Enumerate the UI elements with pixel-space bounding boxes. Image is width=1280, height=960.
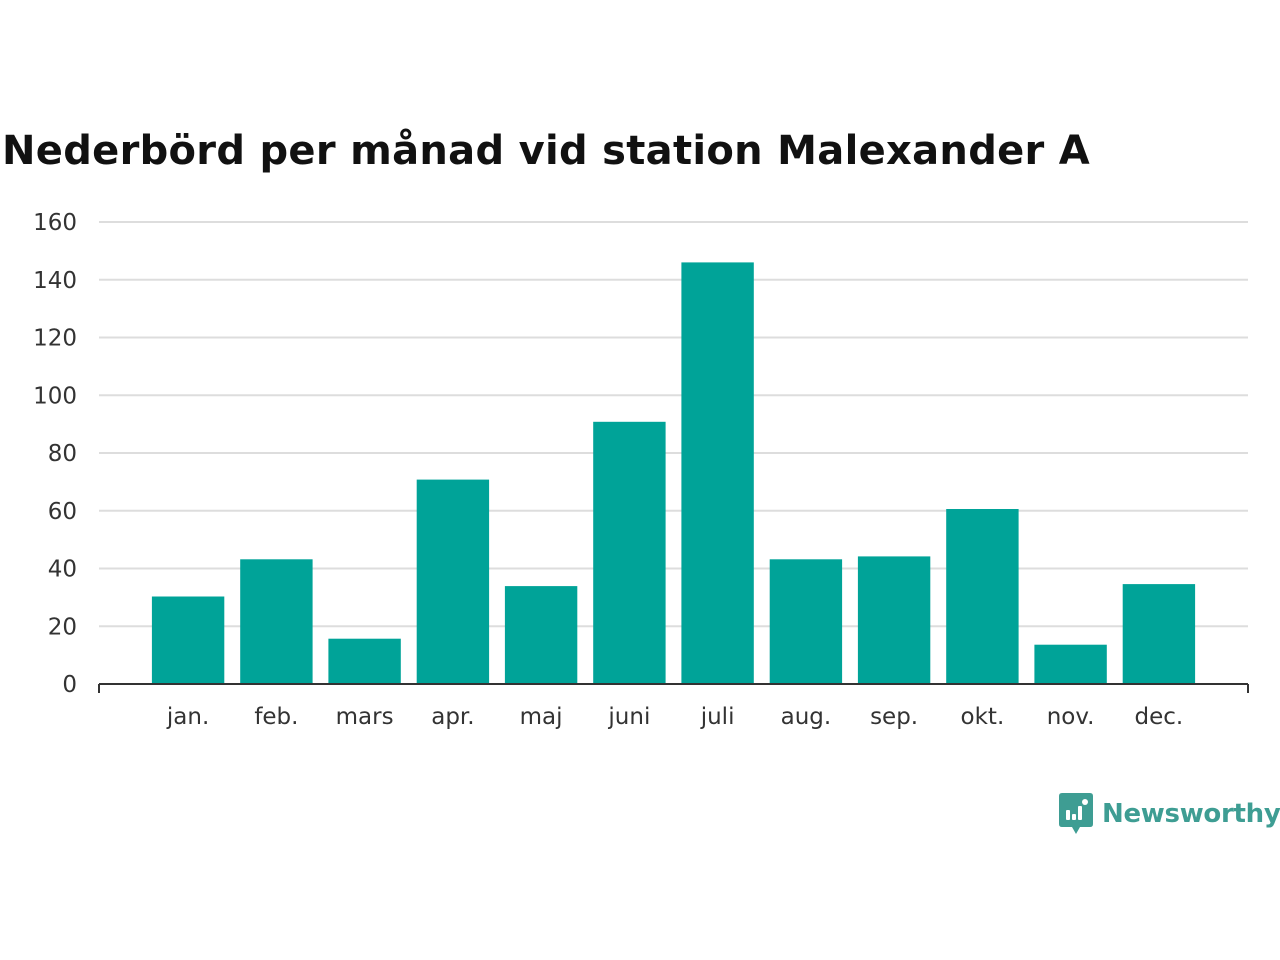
y-tick-label-40: 40 xyxy=(48,557,77,583)
y-tick-label-100: 100 xyxy=(33,383,77,409)
y-tick-label-0: 0 xyxy=(62,672,77,698)
x-tick-label-maj: maj xyxy=(520,704,563,730)
x-axis xyxy=(98,683,1249,693)
x-tick-label-juli: juli xyxy=(700,704,735,730)
x-tick-label-dec: dec. xyxy=(1135,704,1184,730)
bar-feb xyxy=(240,559,313,684)
bar-maj xyxy=(504,586,578,684)
bar-nov xyxy=(1034,644,1107,684)
bar-apr xyxy=(416,479,490,684)
x-tick-label-sep: sep. xyxy=(870,704,918,730)
x-tick-label-okt: okt. xyxy=(961,704,1005,730)
bar-aug xyxy=(769,559,843,684)
y-tick-label-20: 20 xyxy=(48,614,77,640)
y-tick-label-160: 160 xyxy=(33,210,77,236)
brand-name: Newsworthy xyxy=(1102,799,1280,829)
x-tick-label-nov: nov. xyxy=(1047,704,1095,730)
x-tick-label-apr: apr. xyxy=(431,704,474,730)
y-tick-label-60: 60 xyxy=(48,499,77,525)
x-tick-label-feb: feb. xyxy=(254,704,298,730)
bar-sep xyxy=(857,556,931,684)
x-tick-label-juni: juni xyxy=(607,704,650,730)
bar-jan xyxy=(151,596,225,684)
x-tick-label-jan: jan. xyxy=(166,704,209,730)
newsworthy-logo-icon xyxy=(1059,793,1093,834)
bar-dec xyxy=(1122,584,1196,684)
chart-title: Nederbörd per månad vid station Malexand… xyxy=(2,128,1091,174)
bar-juni xyxy=(593,421,666,684)
x-tick-label-aug: aug. xyxy=(781,704,832,730)
bar-mars xyxy=(328,638,401,684)
bars xyxy=(151,262,1196,684)
x-tick-label-mars: mars xyxy=(336,704,394,730)
bar-okt xyxy=(946,509,1019,684)
y-tick-label-80: 80 xyxy=(48,441,77,467)
y-axis-labels: 0 20 40 60 80 100 120 140 160 xyxy=(33,210,77,698)
x-axis-labels: jan. feb. mars apr. maj juni juli aug. sep. okt. n… xyxy=(166,704,1183,730)
bar-juli xyxy=(681,262,754,684)
y-tick-label-140: 140 xyxy=(33,268,77,294)
newsworthy-logo: Newsworthy xyxy=(1058,792,1280,836)
y-tick-label-120: 120 xyxy=(33,326,77,352)
